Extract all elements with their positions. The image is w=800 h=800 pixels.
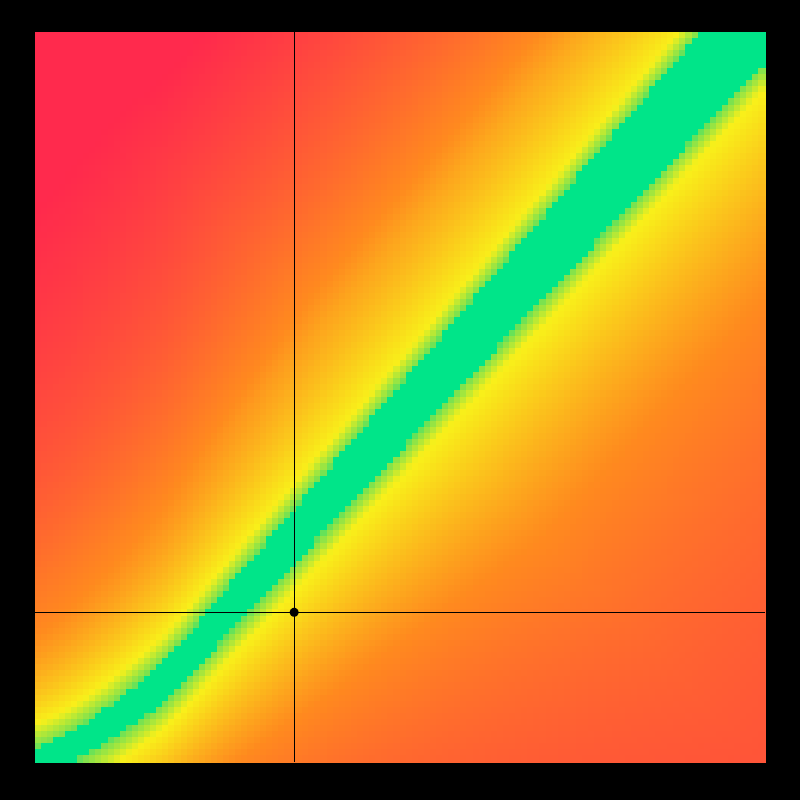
chart-container: TheBottlenecker.com <box>0 0 800 800</box>
bottleneck-heatmap <box>0 0 800 800</box>
